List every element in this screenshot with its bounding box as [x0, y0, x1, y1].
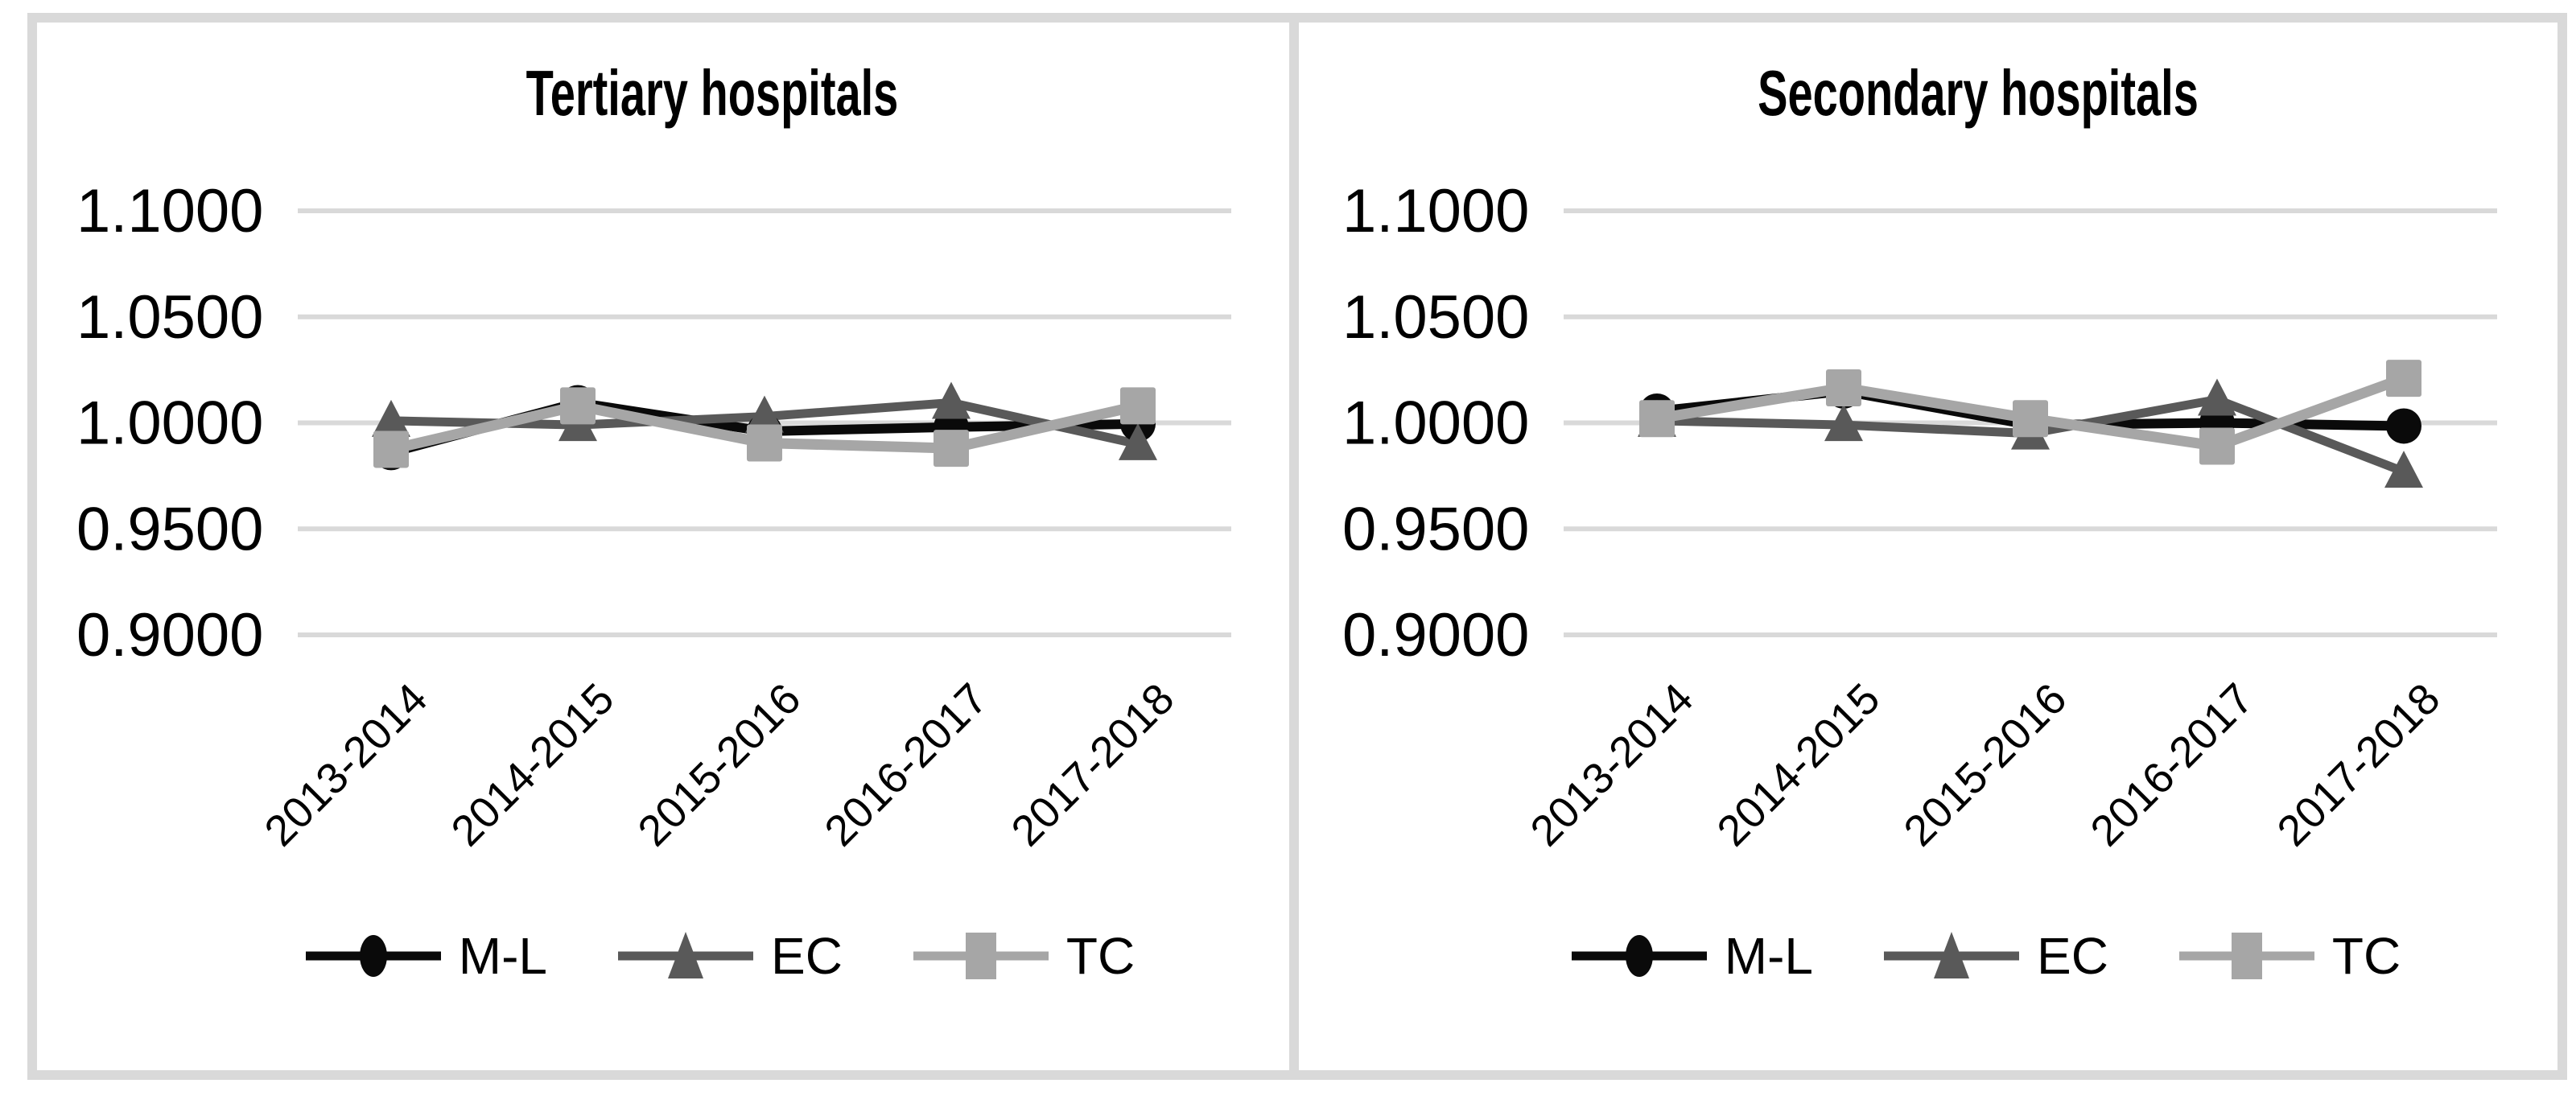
legend-label: M-L — [1724, 927, 1813, 985]
legend-glyph — [305, 935, 441, 977]
tc-data-point-marker — [1120, 387, 1156, 425]
legend-item-tc: TC — [913, 927, 1135, 985]
legend: M-L EC TC — [221, 927, 1219, 985]
x-axis-tick-label: 2015-2016 — [1894, 674, 2075, 855]
chart-title: Secondary hospitals — [1758, 57, 2199, 129]
tc-data-point-marker — [373, 430, 409, 468]
x-axis-tick-label: 2017-2018 — [2268, 674, 2449, 855]
legend-glyph — [618, 932, 753, 978]
legend-item-ec: EC — [1884, 927, 2108, 985]
ec-data-point-marker — [2198, 378, 2236, 416]
ec-data-point-marker — [1119, 422, 1157, 460]
legend-label: EC — [771, 927, 843, 985]
y-axis-tick-label: 0.9000 — [1342, 601, 1529, 669]
ec-data-point-marker — [2384, 451, 2423, 488]
tc-data-point-marker — [1826, 369, 1861, 407]
legend: M-L EC TC — [1487, 927, 2485, 985]
legend-item-ml: M-L — [305, 927, 547, 985]
y-axis-tick-label: 1.0500 — [1342, 283, 1529, 352]
figure-border — [27, 13, 2567, 1080]
legend-glyph — [913, 933, 1049, 979]
legend-item-ec: EC — [618, 927, 843, 985]
x-axis-tick-label: 2014-2015 — [1708, 674, 1889, 855]
y-axis-tick-label: 0.9500 — [1342, 495, 1529, 563]
tc-data-point-marker — [2013, 400, 2048, 438]
x-axis-tick-label: 2016-2017 — [2081, 674, 2262, 855]
x-axis-tick-label: 2013-2014 — [1521, 674, 1702, 855]
panel-divider — [1289, 13, 1299, 1080]
y-axis-tick-label: 1.0000 — [76, 389, 263, 458]
chart-title: Tertiary hospitals — [526, 57, 899, 129]
legend-glyph — [2178, 933, 2314, 979]
y-axis-tick-label: 1.1000 — [1342, 177, 1529, 245]
legend-item-ml: M-L — [1571, 927, 1813, 985]
y-axis-tick-label: 1.1000 — [76, 177, 263, 245]
tc-legend-marker-icon — [965, 933, 996, 979]
ec-data-point-marker — [1824, 404, 1863, 442]
y-axis-tick-label: 1.0500 — [76, 283, 263, 352]
ec-data-point-marker — [932, 381, 971, 419]
tc-data-point-marker — [2199, 427, 2235, 465]
y-axis-tick-label: 1.0000 — [1342, 389, 1529, 458]
tc-data-point-marker — [747, 424, 782, 462]
ml-data-point-marker — [2386, 408, 2421, 444]
y-axis-tick-label: 0.9000 — [76, 601, 263, 669]
ec-legend-marker-icon — [1934, 932, 1969, 978]
ml-legend-marker-icon — [1625, 935, 1653, 977]
tc-data-point-marker — [934, 430, 969, 468]
legend-label: TC — [1065, 927, 1136, 985]
ec-data-point-marker — [745, 395, 784, 433]
y-axis-tick-label: 0.9500 — [76, 495, 263, 563]
legend-label: M-L — [458, 927, 547, 985]
tc-data-point-marker — [2386, 360, 2421, 398]
legend-glyph — [1571, 935, 1707, 977]
tc-legend-marker-icon — [2231, 933, 2262, 979]
ml-legend-marker-icon — [359, 935, 387, 977]
tc-data-point-marker — [1639, 400, 1675, 438]
legend-glyph — [1884, 932, 2019, 978]
ec-data-point-marker — [372, 399, 410, 437]
ec-legend-marker-icon — [668, 932, 703, 978]
tc-data-point-marker — [560, 387, 596, 425]
legend-label: TC — [2331, 927, 2401, 985]
legend-label: EC — [2037, 927, 2108, 985]
legend-item-tc: TC — [2178, 927, 2401, 985]
